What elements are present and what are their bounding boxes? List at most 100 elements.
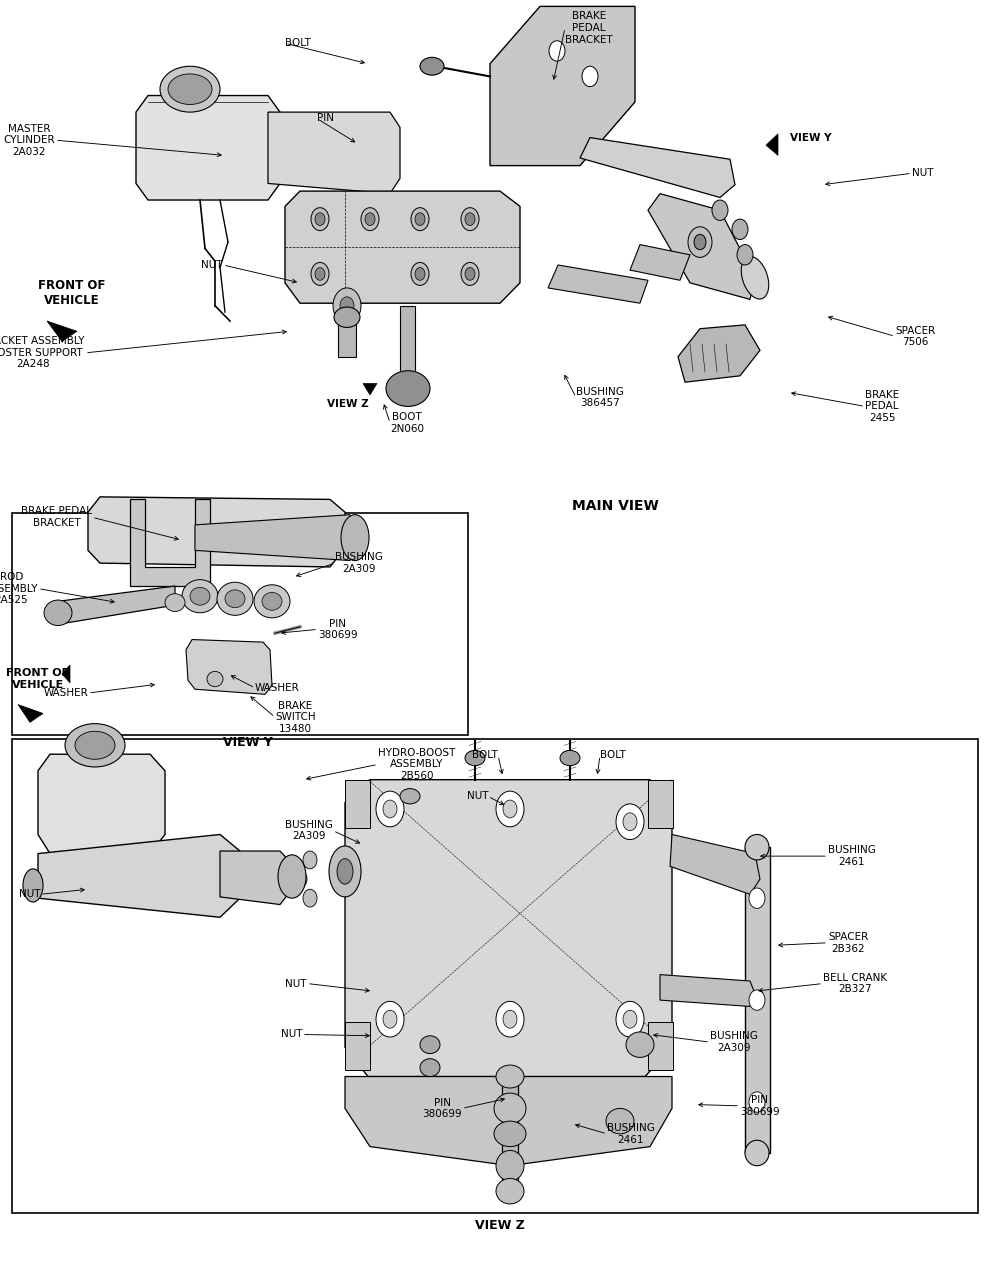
Ellipse shape — [415, 268, 425, 280]
Ellipse shape — [311, 262, 329, 285]
Text: BUSHING
2461: BUSHING 2461 — [828, 846, 876, 866]
Ellipse shape — [503, 800, 517, 818]
Ellipse shape — [411, 208, 429, 231]
Ellipse shape — [461, 262, 479, 285]
Polygon shape — [345, 1077, 672, 1166]
Text: NUT: NUT — [280, 1029, 302, 1040]
Bar — [400, 306, 415, 389]
Text: PIN
380699: PIN 380699 — [740, 1096, 780, 1116]
Ellipse shape — [503, 1010, 517, 1028]
Text: BELL CRANK
2B327: BELL CRANK 2B327 — [823, 973, 887, 994]
Ellipse shape — [225, 590, 245, 608]
Ellipse shape — [311, 208, 329, 231]
Text: BUSHING
2A309: BUSHING 2A309 — [335, 553, 383, 573]
Text: FRONT OF
VEHICLE: FRONT OF VEHICLE — [38, 279, 106, 307]
Text: BOLT: BOLT — [285, 38, 311, 48]
Ellipse shape — [420, 1059, 440, 1077]
Ellipse shape — [75, 731, 115, 759]
Ellipse shape — [745, 1140, 769, 1166]
Text: WASHER: WASHER — [43, 688, 88, 698]
Ellipse shape — [254, 585, 290, 618]
Ellipse shape — [400, 789, 420, 804]
Text: PIN
380699: PIN 380699 — [422, 1098, 462, 1119]
Ellipse shape — [337, 859, 353, 884]
Ellipse shape — [560, 750, 580, 766]
Text: NUT: NUT — [466, 791, 488, 801]
Text: BUSHING
2A309: BUSHING 2A309 — [710, 1032, 758, 1052]
Ellipse shape — [383, 800, 397, 818]
Polygon shape — [130, 499, 210, 586]
Polygon shape — [38, 834, 240, 917]
Text: VIEW Z: VIEW Z — [327, 399, 369, 409]
Ellipse shape — [496, 1001, 524, 1037]
Ellipse shape — [549, 41, 565, 61]
Ellipse shape — [190, 587, 210, 605]
Ellipse shape — [749, 990, 765, 1010]
Text: MAIN VIEW: MAIN VIEW — [572, 499, 658, 512]
Bar — [648, 1022, 673, 1070]
Text: NUT: NUT — [286, 978, 307, 989]
Ellipse shape — [376, 1001, 404, 1037]
Text: BOLT: BOLT — [472, 750, 498, 761]
Text: MASTER
CYLINDER
2A032: MASTER CYLINDER 2A032 — [3, 124, 55, 157]
Ellipse shape — [303, 889, 317, 907]
Ellipse shape — [376, 791, 404, 827]
Polygon shape — [630, 245, 690, 280]
Text: BUSHING
386457: BUSHING 386457 — [576, 387, 624, 408]
Ellipse shape — [333, 288, 361, 324]
Ellipse shape — [494, 1093, 526, 1124]
Text: VIEW Y: VIEW Y — [223, 736, 273, 749]
Text: BRAKE PEDAL
BRACKET: BRAKE PEDAL BRACKET — [21, 507, 92, 527]
Ellipse shape — [420, 57, 444, 75]
Ellipse shape — [182, 580, 218, 613]
Ellipse shape — [732, 219, 748, 240]
Ellipse shape — [496, 791, 524, 827]
Ellipse shape — [44, 600, 72, 626]
Polygon shape — [18, 705, 43, 722]
Ellipse shape — [737, 245, 753, 265]
Ellipse shape — [315, 213, 325, 225]
Polygon shape — [490, 6, 635, 166]
Polygon shape — [678, 325, 760, 382]
Polygon shape — [186, 640, 272, 694]
Bar — [345, 1022, 370, 1070]
Ellipse shape — [741, 256, 769, 299]
Ellipse shape — [341, 515, 369, 561]
Text: SPACER
2B362: SPACER 2B362 — [828, 933, 868, 953]
Bar — [745, 847, 770, 1153]
Text: NUT: NUT — [18, 889, 40, 899]
Ellipse shape — [278, 855, 306, 898]
Bar — [338, 303, 356, 357]
Bar — [345, 780, 370, 828]
Polygon shape — [345, 780, 672, 1077]
Text: BRACKET ASSEMBLY
BOOSTER SUPPORT
2A248: BRACKET ASSEMBLY BOOSTER SUPPORT 2A248 — [0, 336, 85, 369]
Ellipse shape — [365, 213, 375, 225]
Polygon shape — [670, 834, 760, 894]
Ellipse shape — [411, 262, 429, 285]
Text: PIN
380699: PIN 380699 — [318, 619, 358, 640]
Polygon shape — [766, 134, 778, 155]
Ellipse shape — [623, 813, 637, 831]
Text: BOLT: BOLT — [600, 750, 626, 761]
Polygon shape — [660, 975, 755, 1006]
Ellipse shape — [749, 1092, 765, 1112]
Text: PIN: PIN — [317, 113, 334, 124]
Text: BOOT
2N060: BOOT 2N060 — [390, 413, 424, 433]
Text: BUSHING
2461: BUSHING 2461 — [607, 1124, 655, 1144]
Polygon shape — [648, 194, 755, 299]
Text: VIEW Y: VIEW Y — [790, 132, 832, 143]
Ellipse shape — [315, 268, 325, 280]
Text: BRAKE
PEDAL
BRACKET: BRAKE PEDAL BRACKET — [565, 11, 613, 45]
Ellipse shape — [688, 227, 712, 257]
Ellipse shape — [465, 750, 485, 766]
Ellipse shape — [217, 582, 253, 615]
Ellipse shape — [606, 1108, 634, 1134]
Text: HYDRO-BOOST
ASSEMBLY
2B560: HYDRO-BOOST ASSEMBLY 2B560 — [378, 748, 455, 781]
Ellipse shape — [749, 888, 765, 908]
Ellipse shape — [383, 1010, 397, 1028]
Ellipse shape — [694, 234, 706, 250]
Polygon shape — [38, 754, 165, 854]
Ellipse shape — [465, 213, 475, 225]
Text: WASHER: WASHER — [255, 683, 300, 693]
Ellipse shape — [168, 74, 212, 104]
